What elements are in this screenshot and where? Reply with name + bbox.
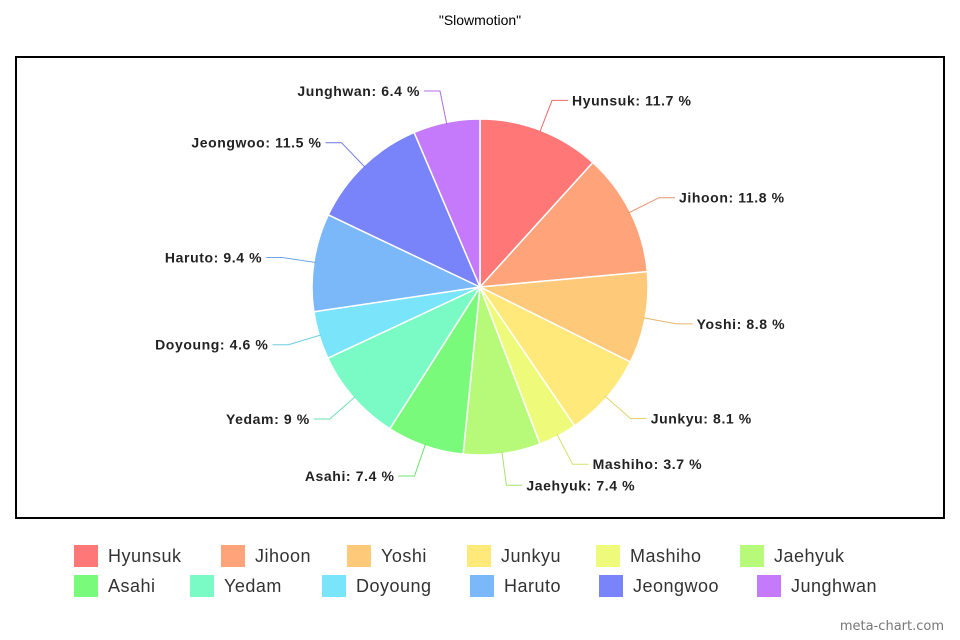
pie-label-jeongwoo: Jeongwoo: 11.5 %: [191, 135, 321, 151]
legend-item-haruto[interactable]: Haruto: [470, 574, 561, 598]
legend-label: Jihoon: [255, 545, 312, 566]
leader-line-junghwan: [424, 90, 448, 125]
legend-item-hyunsuk[interactable]: Hyunsuk: [74, 544, 182, 568]
legend-label: Yedam: [224, 575, 282, 596]
legend-item-mashiho[interactable]: Mashiho: [596, 544, 702, 568]
pie-label-junghwan: Junghwan: 6.4 %: [297, 83, 420, 99]
legend-item-asahi[interactable]: Asahi: [74, 574, 156, 598]
pie-label-jihoon: Jihoon: 11.8 %: [679, 190, 785, 206]
legend-swatch: [347, 545, 371, 567]
pie-label-yoshi: Yoshi: 8.8 %: [697, 316, 786, 332]
pie-label-yedam: Yedam: 9 %: [226, 411, 310, 427]
leader-line-doyoung: [272, 334, 322, 346]
legend-swatch: [599, 575, 623, 597]
legend-item-jihoon[interactable]: Jihoon: [221, 544, 311, 568]
legend-label: Jeongwoo: [633, 575, 720, 596]
leader-line-jaehyuk: [501, 451, 523, 486]
chart-title: "Slowmotion": [438, 12, 522, 28]
legend-swatch: [74, 545, 98, 567]
leader-line-yedam: [313, 396, 356, 420]
legend-swatch: [190, 575, 214, 597]
pie-label-mashiho: Mashiho: 3.7 %: [593, 456, 703, 472]
legend-label: Yoshi: [381, 545, 427, 566]
legend-swatch: [221, 545, 245, 567]
leader-line-junkyu: [604, 395, 647, 419]
legend-label: Haruto: [504, 575, 562, 596]
legend-label: Asahi: [108, 575, 156, 596]
legend-swatch: [322, 575, 346, 597]
legend-item-jaehyuk[interactable]: Jaehyuk: [740, 544, 845, 568]
pie-label-jaehyuk: Jaehyuk: 7.4 %: [526, 477, 635, 493]
leader-line-mashiho: [556, 433, 589, 465]
legend-item-yedam[interactable]: Yedam: [190, 574, 282, 598]
leader-line-haruto: [266, 257, 316, 263]
legend-swatch: [740, 545, 764, 567]
legend-swatch: [467, 545, 491, 567]
leader-line-jeongwoo: [325, 142, 366, 168]
legend-swatch: [74, 575, 98, 597]
leader-line-yoshi: [643, 317, 693, 325]
legend-item-junghwan[interactable]: Junghwan: [757, 574, 877, 598]
legend-item-junkyu[interactable]: Junkyu: [467, 544, 561, 568]
watermark: meta-chart.com: [839, 619, 944, 634]
legend-label: Mashiho: [630, 545, 702, 566]
pie-label-junkyu: Junkyu: 8.1 %: [651, 411, 752, 427]
pie-label-asahi: Asahi: 7.4 %: [305, 468, 395, 484]
leader-line-hyunsuk: [539, 99, 568, 133]
legend-item-jeongwoo[interactable]: Jeongwoo: [599, 574, 719, 598]
leader-line-asahi: [398, 443, 427, 477]
legend-swatch: [596, 545, 620, 567]
legend-label: Hyunsuk: [108, 545, 182, 566]
leader-line-jihoon: [628, 197, 675, 214]
legend-label: Junghwan: [791, 575, 878, 596]
legend-swatch: [470, 575, 494, 597]
legend-label: Jaehyuk: [774, 545, 845, 566]
pie-label-haruto: Haruto: 9.4 %: [165, 250, 262, 266]
pie-label-hyunsuk: Hyunsuk: 11.7 %: [572, 92, 692, 108]
legend-item-yoshi[interactable]: Yoshi: [347, 544, 427, 568]
chart-frame: [15, 56, 945, 519]
legend-label: Junkyu: [501, 545, 562, 566]
legend-label: Doyoung: [356, 575, 432, 596]
pie-label-doyoung: Doyoung: 4.6 %: [155, 337, 268, 353]
legend-item-doyoung[interactable]: Doyoung: [322, 574, 432, 598]
legend-swatch: [757, 575, 781, 597]
